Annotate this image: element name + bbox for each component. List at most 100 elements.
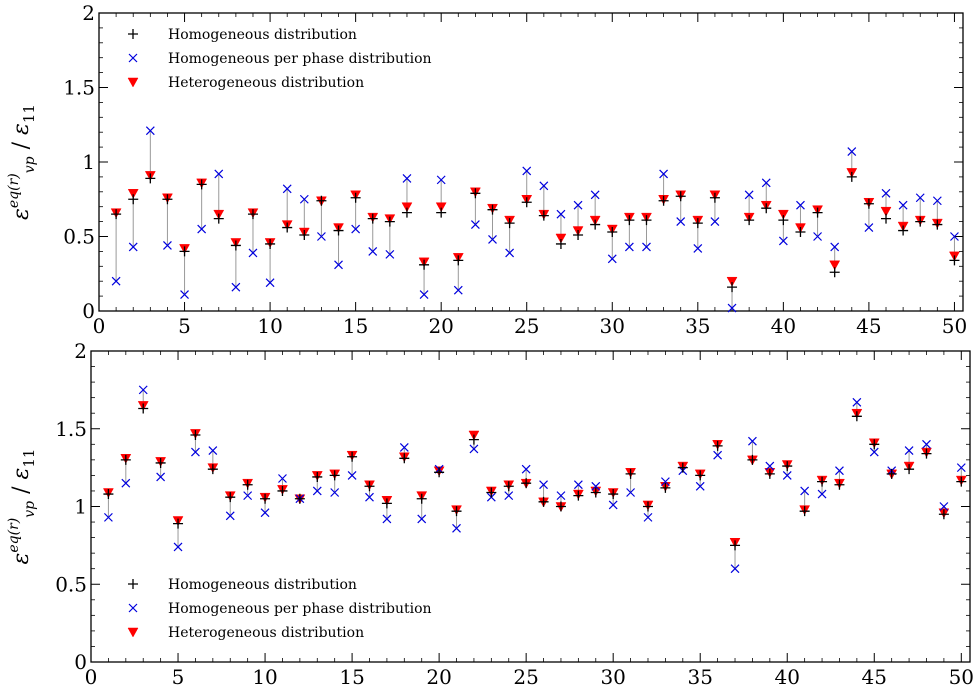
data-point-plus bbox=[641, 215, 652, 226]
x-tick-label: 25 bbox=[514, 314, 539, 338]
data-point-x bbox=[197, 224, 207, 234]
data-point-plus bbox=[799, 506, 810, 517]
y-axis-label-part: (r) bbox=[6, 173, 22, 191]
data-point-plus bbox=[242, 479, 253, 490]
y-tick-label: 0 bbox=[74, 650, 87, 674]
data-point-plus bbox=[434, 467, 445, 478]
data-point-x bbox=[351, 224, 361, 234]
data-point-plus bbox=[761, 203, 772, 214]
data-point-plus bbox=[817, 476, 828, 487]
data-point-x bbox=[830, 242, 840, 252]
x-tick-label: 10 bbox=[252, 665, 277, 689]
data-point-x bbox=[522, 166, 532, 176]
data-point-plus bbox=[898, 225, 909, 236]
data-point-plus bbox=[329, 470, 340, 481]
x-tick-label: 35 bbox=[685, 314, 710, 338]
data-point-plus bbox=[453, 255, 464, 266]
data-point-plus bbox=[316, 195, 327, 206]
data-point-plus bbox=[904, 464, 915, 475]
data-point-plus bbox=[487, 204, 498, 215]
x-tick-label: 5 bbox=[178, 314, 191, 338]
data-point-plus bbox=[470, 188, 481, 199]
data-point-plus bbox=[503, 481, 514, 492]
data-point-plus bbox=[730, 540, 741, 551]
series-2 bbox=[103, 385, 966, 574]
data-point-triangle bbox=[555, 233, 567, 244]
data-point-x bbox=[852, 397, 862, 407]
x-tick-label: 30 bbox=[600, 665, 625, 689]
y-tick-label: 2 bbox=[74, 339, 87, 363]
data-point-plus bbox=[277, 485, 288, 496]
data-point-x bbox=[591, 481, 601, 491]
data-point-plus bbox=[486, 487, 497, 498]
data-point-x bbox=[368, 246, 378, 256]
data-point-x bbox=[504, 491, 514, 501]
data-point-plus bbox=[401, 207, 412, 218]
data-point-x bbox=[312, 486, 322, 496]
data-point-x bbox=[765, 461, 775, 471]
y-axis-label-part: (r) bbox=[6, 518, 22, 536]
y-axis-label-part: 11 bbox=[20, 449, 38, 468]
y-axis-label-part: / bbox=[9, 135, 34, 156]
data-point-triangle bbox=[435, 202, 447, 213]
data-point-plus bbox=[521, 197, 532, 208]
data-point-x bbox=[956, 463, 966, 473]
data-point-x bbox=[316, 232, 326, 241]
data-point-plus bbox=[921, 448, 932, 459]
data-point-plus bbox=[294, 493, 305, 504]
legend: Homogeneous distribution Homogeneous per … bbox=[127, 577, 432, 641]
data-point-plus bbox=[555, 501, 566, 512]
data-point-plus bbox=[145, 173, 156, 184]
data-point-x bbox=[128, 242, 138, 252]
data-point-triangle bbox=[127, 77, 139, 88]
legend-label: Homogeneous per phase distribution bbox=[168, 601, 432, 617]
data-point-x bbox=[299, 194, 309, 204]
data-point-x bbox=[922, 439, 931, 449]
data-point-plus bbox=[695, 470, 706, 481]
data-point-x bbox=[835, 466, 844, 476]
data-point-x bbox=[817, 489, 827, 499]
data-point-x bbox=[695, 481, 705, 491]
data-point-x bbox=[180, 290, 189, 300]
series-3 bbox=[102, 401, 967, 548]
data-point-plus bbox=[660, 482, 671, 493]
data-point-x bbox=[173, 542, 183, 552]
data-point-x bbox=[642, 242, 651, 252]
data-point-plus bbox=[692, 218, 703, 229]
data-point-plus bbox=[932, 219, 943, 230]
data-point-plus bbox=[128, 579, 138, 589]
x-tick-label: 40 bbox=[771, 314, 796, 338]
data-point-plus bbox=[949, 255, 960, 266]
data-point-x bbox=[365, 492, 374, 502]
y-tick-label: 0.5 bbox=[55, 572, 87, 596]
data-point-x bbox=[243, 491, 253, 501]
x-tick-label: 50 bbox=[942, 314, 967, 338]
data-point-plus bbox=[747, 454, 758, 465]
data-point-plus bbox=[538, 496, 549, 507]
data-point-plus bbox=[173, 518, 184, 529]
data-point-plus bbox=[538, 210, 549, 221]
data-point-x bbox=[710, 217, 720, 227]
legend-label: Heterogeneous distribution bbox=[168, 75, 364, 91]
data-point-plus bbox=[230, 240, 241, 251]
data-point-plus bbox=[625, 468, 636, 479]
data-point-plus bbox=[196, 179, 207, 190]
data-point-plus bbox=[642, 501, 653, 512]
data-point-plus bbox=[282, 222, 293, 233]
data-point-x bbox=[260, 508, 270, 518]
data-point-plus bbox=[364, 481, 375, 492]
data-point-x bbox=[128, 603, 138, 613]
data-point-x bbox=[347, 470, 357, 480]
data-point-plus bbox=[956, 476, 967, 487]
data-point-plus bbox=[764, 468, 775, 479]
data-point-plus bbox=[778, 215, 789, 226]
data-point-plus bbox=[120, 454, 131, 465]
data-point-x bbox=[191, 447, 200, 457]
data-point-plus bbox=[744, 215, 755, 226]
data-point-plus bbox=[384, 216, 395, 227]
data-point-x bbox=[864, 223, 874, 232]
chart-panel-2: 0 5 10 15 20 25 30 35 40 45 50 0 0.5 1 1.5 2 εeq(r)vp / … bbox=[6, 339, 974, 689]
data-point-plus bbox=[416, 493, 427, 504]
data-point-x bbox=[385, 249, 395, 259]
data-point-plus bbox=[846, 171, 857, 182]
